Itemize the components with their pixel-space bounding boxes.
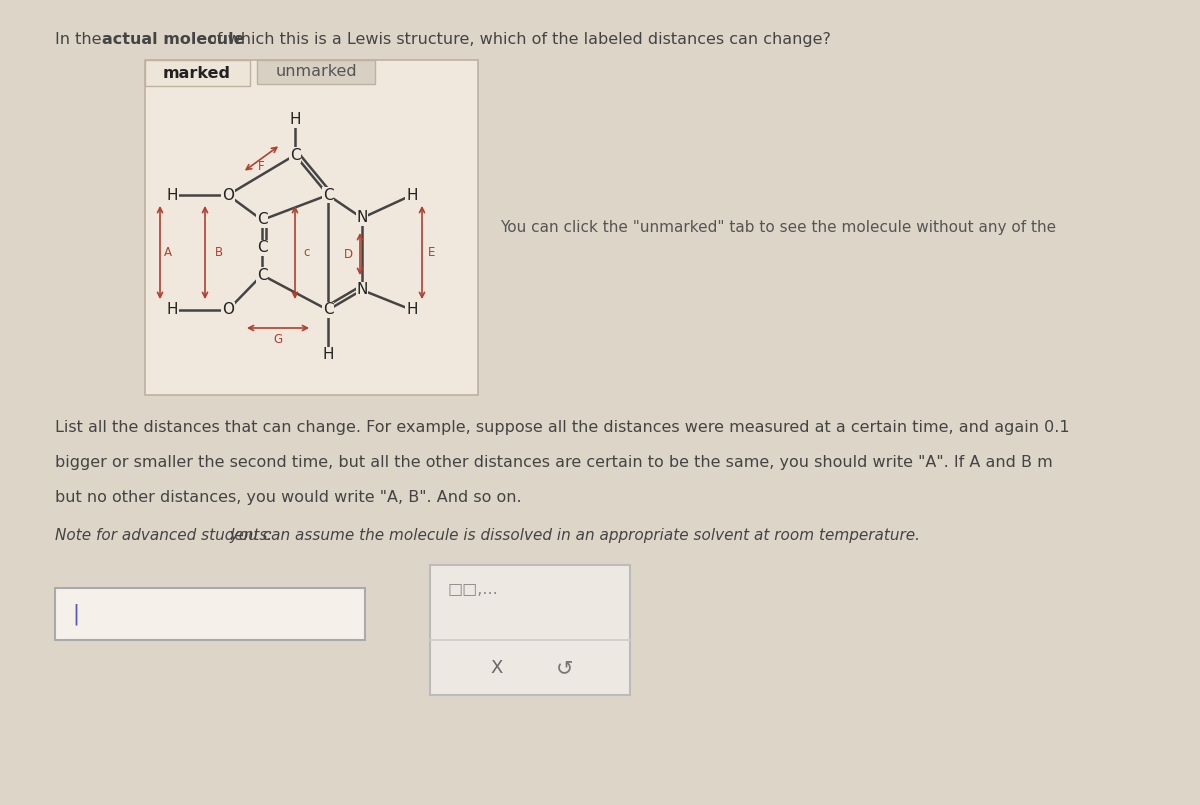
Text: X: X [491,659,503,677]
Text: marked: marked [163,65,230,80]
Text: D: D [343,247,353,261]
Text: but no other distances, you would write "A, B". And so on.: but no other distances, you would write … [55,490,522,505]
Text: In the: In the [55,32,107,47]
Text: ↺: ↺ [557,658,574,678]
Text: B: B [215,246,223,258]
Text: □□,...: □□,... [448,582,499,597]
Text: H: H [407,303,418,317]
Text: actual molecule: actual molecule [102,32,245,47]
Text: bigger or smaller the second time, but all the other distances are certain to be: bigger or smaller the second time, but a… [55,455,1052,470]
Bar [145,60,250,86]
Text: You can click the "unmarked" tab to see the molecule without any of the: You can click the "unmarked" tab to see … [500,220,1056,235]
Text: you can assume the molecule is dissolved in an appropriate solvent at room tempe: you can assume the molecule is dissolved… [226,528,920,543]
Text: H: H [289,113,301,127]
Text: of which this is a Lewis structure, which of the labeled distances can change?: of which this is a Lewis structure, whic… [202,32,830,47]
Text: C: C [289,147,300,163]
Bar [430,565,630,695]
Text: C: C [257,267,268,283]
Text: O: O [222,188,234,203]
Text: unmarked: unmarked [275,64,356,80]
Text: Note for advanced students:: Note for advanced students: [55,528,272,543]
Text: |: | [72,603,79,625]
Text: C: C [323,188,334,203]
Text: c: c [304,246,310,258]
Text: H: H [407,188,418,203]
Text: N: N [356,283,367,298]
Bar [257,60,374,84]
Bar [145,60,478,395]
Text: List all the distances that can change. For example, suppose all the distances w: List all the distances that can change. … [55,420,1069,435]
Text: C: C [257,213,268,228]
Text: A: A [164,246,172,258]
Text: F: F [258,160,264,174]
Text: N: N [356,210,367,225]
Text: O: O [222,303,234,317]
Text: G: G [274,333,282,346]
Text: H: H [167,188,178,203]
Text: C: C [257,241,268,255]
Bar [55,588,365,640]
Text: H: H [167,303,178,317]
Text: C: C [323,303,334,317]
Text: H: H [323,348,334,362]
Text: E: E [428,246,436,258]
